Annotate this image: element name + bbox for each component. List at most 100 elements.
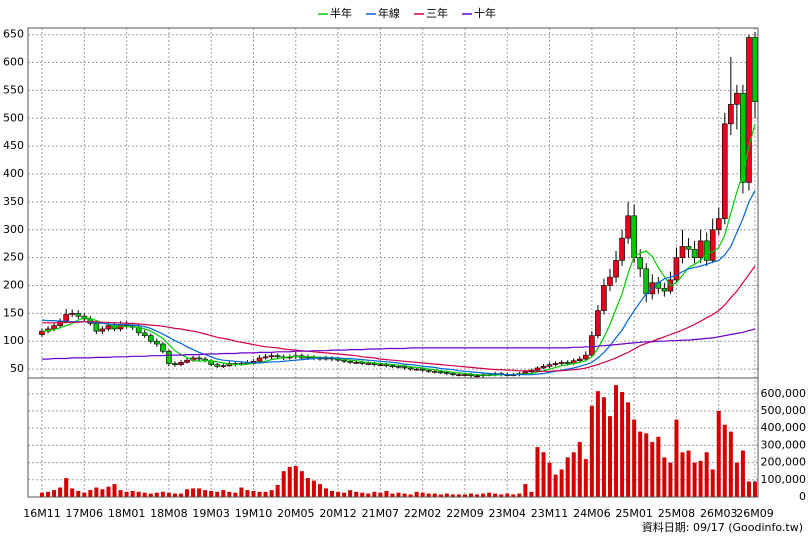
candle-body <box>178 362 184 365</box>
y2-tick-label: 200,000 <box>761 456 807 469</box>
volume-bar <box>740 450 745 497</box>
volume-bar <box>360 492 365 497</box>
candle-body <box>214 364 221 367</box>
volume-bar <box>541 452 546 497</box>
volume-bar <box>499 494 504 497</box>
candle-body <box>250 360 257 363</box>
volume-bar <box>76 490 81 497</box>
volume-bar <box>323 488 328 497</box>
ma-line <box>41 190 756 376</box>
volume-bar <box>505 493 510 497</box>
volume-bar <box>372 491 377 497</box>
legend-label: 半年 <box>330 6 352 20</box>
volume-bar <box>136 491 141 497</box>
candle-body <box>184 359 190 363</box>
candle-body <box>99 328 106 332</box>
volume-bar <box>650 441 655 497</box>
candle-body <box>456 374 462 376</box>
y-tick-label: 400 <box>3 167 24 180</box>
volume-bar <box>565 457 570 497</box>
y-tick-label: 550 <box>3 83 24 96</box>
y2-tick-label: 100,000 <box>761 473 807 486</box>
candle-body <box>365 363 372 365</box>
volume-bar <box>408 494 413 497</box>
candle-body <box>619 237 625 261</box>
y2-tick-label: 500,000 <box>761 404 807 417</box>
candle-body <box>685 246 692 250</box>
volume-bar <box>728 431 733 497</box>
x-tick-label: 20M12 <box>319 507 357 520</box>
volume-bar <box>130 490 135 497</box>
candle-body <box>728 104 734 125</box>
candle-body <box>673 257 680 281</box>
candle-body <box>147 335 154 342</box>
grid <box>28 28 758 498</box>
volume-bar <box>716 410 721 497</box>
volume-bar <box>662 457 667 497</box>
volume-bar <box>166 492 171 497</box>
candle-body <box>419 368 426 371</box>
legend-label: 三年 <box>426 6 448 20</box>
volume-bar <box>257 491 262 497</box>
volume-bar <box>336 491 341 497</box>
candle-body <box>703 240 710 261</box>
candle-body <box>534 367 541 371</box>
candle-body <box>715 218 722 231</box>
volume-bar <box>686 450 691 497</box>
x-tick-label: 26M09 <box>736 507 774 520</box>
volume-bar <box>638 431 643 497</box>
legend: 半年 年線 三年 十年 <box>318 6 496 20</box>
x-tick-label: 25M08 <box>658 507 696 520</box>
x-tick-label: 23M04 <box>489 507 527 520</box>
y2-tick-label: 300,000 <box>761 438 807 451</box>
candle-body <box>401 366 408 369</box>
candle-body <box>160 343 166 352</box>
candle-body <box>546 364 553 367</box>
volume-bar <box>281 471 286 497</box>
candle-body <box>558 362 565 364</box>
y-tick-label: 150 <box>3 306 24 319</box>
volume-bar <box>305 478 310 497</box>
volume-bar <box>251 490 256 497</box>
y-tick-label: 500 <box>3 111 24 124</box>
volume-bar <box>620 392 625 497</box>
volume-bar <box>595 391 600 497</box>
volume-bar <box>517 493 522 497</box>
volume-bar <box>70 488 75 497</box>
volume-bar <box>317 484 322 497</box>
legend-label: 年線 <box>378 6 400 20</box>
volume-bar <box>438 494 443 497</box>
candle-body <box>425 369 432 372</box>
candle-body <box>437 371 444 374</box>
candle-body <box>431 371 438 373</box>
volume-bar <box>46 491 51 497</box>
volume-bar <box>215 491 220 497</box>
candle-body <box>625 215 631 239</box>
volume-bar <box>396 492 401 497</box>
legend-label: 十年 <box>474 6 496 20</box>
marks <box>39 31 758 497</box>
y-tick-label: 250 <box>3 251 24 264</box>
volume-bar <box>704 452 709 497</box>
volume-bar <box>426 493 431 497</box>
volume-bar <box>142 492 147 497</box>
volume-bar <box>245 490 250 497</box>
candle-body <box>69 313 76 315</box>
volume-bar <box>160 491 165 497</box>
candle-body <box>746 37 752 183</box>
volume-bar <box>118 490 123 497</box>
candle-body <box>93 323 100 332</box>
volume-bar <box>469 493 474 497</box>
volume-bar <box>239 487 244 497</box>
volume-bar <box>481 493 486 497</box>
x-tick-label: 18M01 <box>108 507 146 520</box>
volume-bar <box>692 462 697 497</box>
candle-body <box>576 358 583 362</box>
volume-bar <box>414 491 419 497</box>
volume-bar <box>753 481 757 497</box>
volume-bar <box>299 471 304 497</box>
volume-bar <box>209 490 214 497</box>
volume-bar <box>607 416 612 497</box>
volume-bar <box>203 490 208 497</box>
candle-body <box>691 248 698 258</box>
